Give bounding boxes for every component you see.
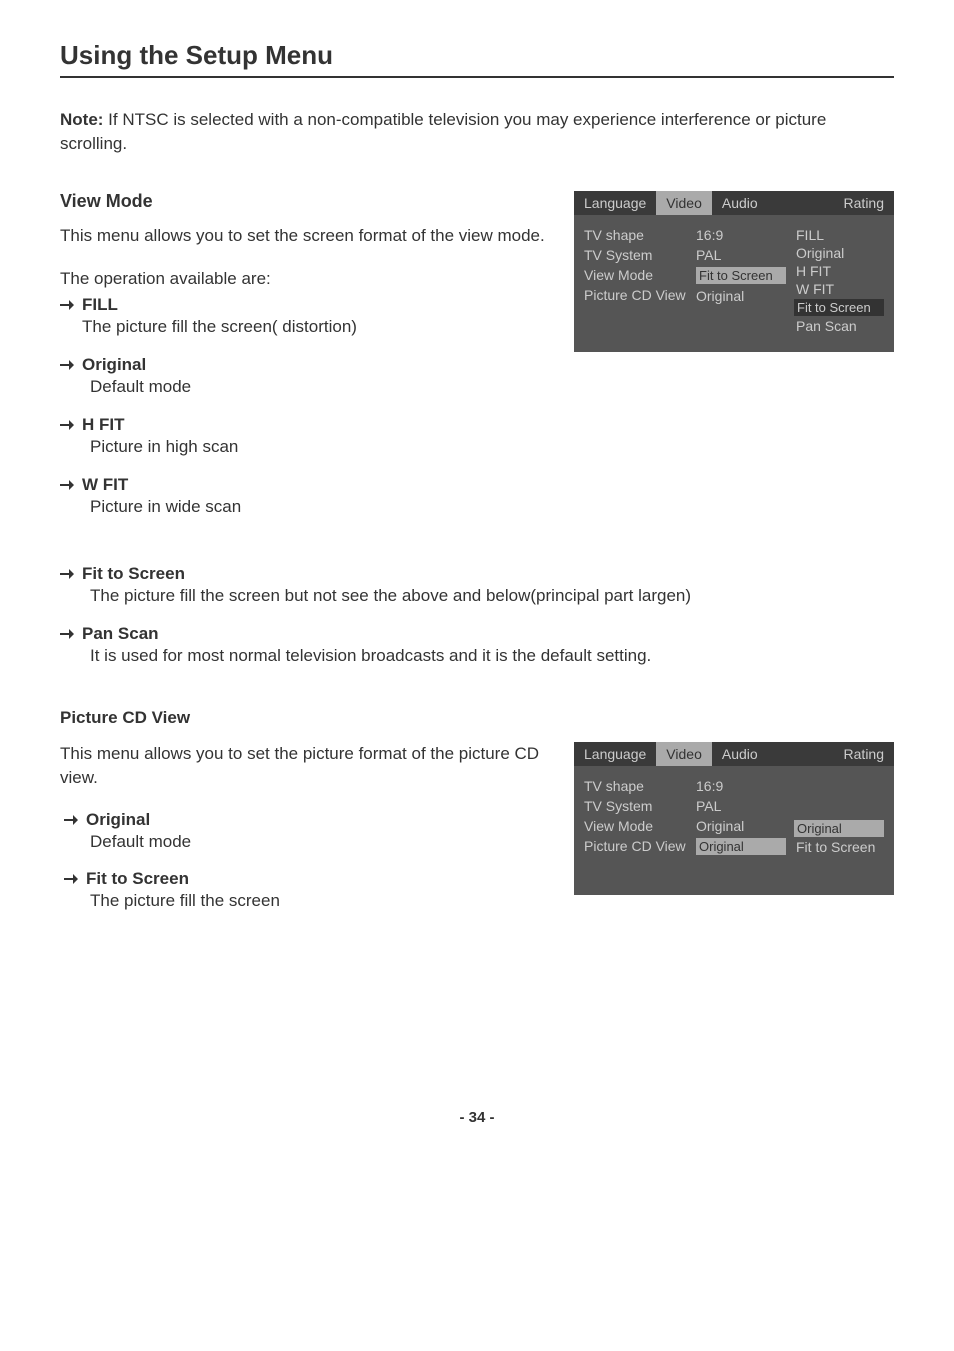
menu-value: 16:9 [696, 227, 786, 243]
option-fill: FILL The picture fill the screen( distor… [60, 295, 554, 339]
view-mode-right: Language Video Audio Rating TV shape TV … [574, 191, 894, 535]
operation-intro: The operation available are: [60, 267, 554, 291]
menu-tab-active: Video [656, 742, 712, 766]
menu-option: H FIT [794, 263, 884, 279]
menu-panel-2: Language Video Audio Rating TV shape TV … [574, 742, 894, 895]
arrow-icon [60, 419, 74, 431]
arrow-icon [60, 299, 74, 311]
menu-tabs-2: Language Video Audio Rating [574, 742, 894, 766]
option-desc: The picture fill the screen [90, 889, 554, 913]
arrow-icon [60, 479, 74, 491]
menu-value: 16:9 [696, 778, 786, 794]
menu-value: PAL [696, 247, 786, 263]
option-label: H FIT [82, 415, 125, 435]
view-mode-left: View Mode This menu allows you to set th… [60, 191, 554, 535]
option-desc: Default mode [90, 830, 554, 854]
menu-label: Picture CD View [584, 838, 688, 854]
title-rule [60, 76, 894, 78]
picture-cd-right: Language Video Audio Rating TV shape TV … [574, 742, 894, 929]
option-cd-original: Original Default mode [60, 810, 554, 854]
view-mode-row: View Mode This menu allows you to set th… [60, 191, 894, 535]
arrow-icon [60, 359, 74, 371]
spacer [794, 780, 884, 798]
menu-tab: Rating [834, 742, 894, 766]
option-hfit: H FIT Picture in high scan [60, 415, 554, 459]
note-label: Note: [60, 110, 103, 129]
menu-label: TV System [584, 247, 688, 263]
option-fit-to-screen: Fit to Screen The picture fill the scree… [60, 564, 894, 608]
menu-tabs-1: Language Video Audio Rating [574, 191, 894, 215]
page-title: Using the Setup Menu [60, 40, 894, 71]
option-label: W FIT [82, 475, 128, 495]
option-label: Fit to Screen [82, 564, 185, 584]
menu-label: TV shape [584, 227, 688, 243]
option-pan-scan: Pan Scan It is used for most normal tele… [60, 624, 894, 668]
menu-labels-col: TV shape TV System View Mode Picture CD … [584, 778, 688, 855]
option-original: Original Default mode [60, 355, 554, 399]
menu-tab: Language [574, 742, 656, 766]
menu-value: Original [696, 288, 786, 304]
menu-tab-active: Video [656, 191, 712, 215]
spacer [794, 800, 884, 818]
menu-value: Original [696, 818, 786, 834]
picture-cd-intro: This menu allows you to set the picture … [60, 742, 554, 790]
option-wfit: W FIT Picture in wide scan [60, 475, 554, 519]
menu-value: PAL [696, 798, 786, 814]
wide-options: Fit to Screen The picture fill the scree… [60, 564, 894, 668]
menu-tab: Audio [712, 742, 768, 766]
option-desc: Picture in high scan [90, 435, 554, 459]
menu-option-hl: Fit to Screen [794, 299, 884, 316]
menu-option: Original [794, 245, 884, 261]
picture-cd-heading: Picture CD View [60, 708, 894, 728]
view-mode-intro: This menu allows you to set the screen f… [60, 224, 554, 248]
picture-cd-left: This menu allows you to set the picture … [60, 742, 554, 929]
menu-option: Fit to Screen [794, 839, 884, 855]
menu-panel-1: Language Video Audio Rating TV shape TV … [574, 191, 894, 352]
menu-label: TV shape [584, 778, 688, 794]
menu-tab: Audio [712, 191, 768, 215]
menu-option: Pan Scan [794, 318, 884, 334]
menu-labels-col: TV shape TV System View Mode Picture CD … [584, 227, 688, 334]
page-number: - 34 - [60, 1109, 894, 1126]
option-desc: Default mode [90, 375, 554, 399]
option-label: FILL [82, 295, 118, 315]
option-desc: The picture fill the screen but not see … [90, 584, 894, 608]
menu-options-col: FILL Original H FIT W FIT Fit to Screen … [794, 227, 884, 334]
arrow-icon [64, 814, 78, 826]
menu-label: Picture CD View [584, 287, 688, 303]
menu-option-hl-light: Original [794, 820, 884, 837]
menu-body-2: TV shape TV System View Mode Picture CD … [574, 766, 894, 895]
menu-tab: Language [574, 191, 656, 215]
option-label: Pan Scan [82, 624, 159, 644]
note-text: Note: If NTSC is selected with a non-com… [60, 108, 894, 156]
option-desc: Picture in wide scan [90, 495, 554, 519]
menu-option: FILL [794, 227, 884, 243]
menu-label: View Mode [584, 818, 688, 834]
menu-options-col: Original Fit to Screen [794, 778, 884, 855]
arrow-icon [64, 873, 78, 885]
arrow-icon [60, 568, 74, 580]
picture-cd-row: This menu allows you to set the picture … [60, 742, 894, 929]
menu-label: View Mode [584, 267, 688, 283]
note-body: If NTSC is selected with a non-compatibl… [60, 110, 826, 153]
arrow-icon [60, 628, 74, 640]
menu-value-hl: Original [696, 838, 786, 855]
menu-body-1: TV shape TV System View Mode Picture CD … [574, 215, 894, 352]
menu-tab: Rating [834, 191, 894, 215]
menu-value-hl: Fit to Screen [696, 267, 786, 284]
option-label: Fit to Screen [86, 869, 189, 889]
option-desc: It is used for most normal television br… [90, 644, 894, 668]
option-cd-fit: Fit to Screen The picture fill the scree… [60, 869, 554, 913]
option-label: Original [86, 810, 150, 830]
menu-values-col: 16:9 PAL Original Original [696, 778, 786, 855]
option-label: Original [82, 355, 146, 375]
view-mode-heading: View Mode [60, 191, 554, 212]
option-desc: The picture fill the screen( distortion) [82, 315, 554, 339]
menu-option: W FIT [794, 281, 884, 297]
menu-values-col: 16:9 PAL Fit to Screen Original [696, 227, 786, 334]
menu-label: TV System [584, 798, 688, 814]
